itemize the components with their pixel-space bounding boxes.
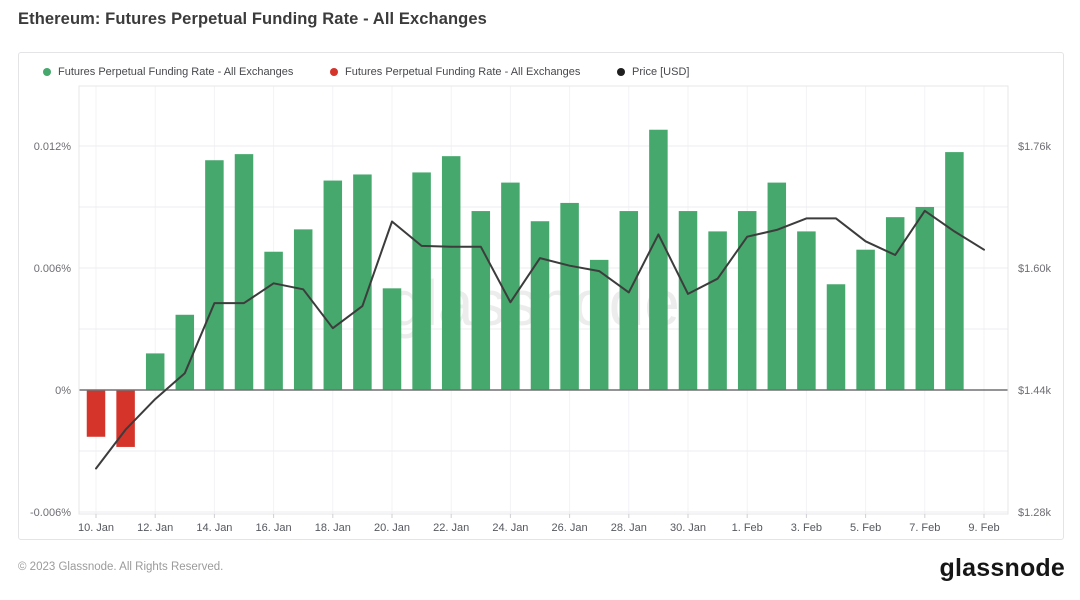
funding-bar-3. Feb[interactable] — [797, 231, 816, 390]
funding-bar-7. Feb[interactable] — [915, 207, 935, 390]
funding-bar-14. Jan[interactable] — [205, 160, 224, 390]
funding-bar-31. Jan[interactable] — [708, 231, 727, 390]
funding-bar-28. Jan[interactable] — [619, 211, 639, 390]
funding-bar-11. Jan[interactable] — [116, 390, 135, 447]
x-tick-label: 28. Jan — [611, 522, 647, 534]
funding-bar-17. Jan[interactable] — [293, 229, 313, 390]
x-tick-label: 20. Jan — [374, 522, 410, 534]
legend-dot-funding-negative — [330, 68, 338, 76]
funding-bar-6. Feb[interactable] — [885, 217, 905, 390]
funding-bar-1. Feb[interactable] — [737, 211, 757, 390]
footer-copyright: © 2023 Glassnode. All Rights Reserved. — [18, 561, 224, 573]
x-tick-label: 12. Jan — [137, 522, 173, 534]
legend-label: Futures Perpetual Funding Rate - All Exc… — [345, 66, 581, 78]
funding-bar-13. Jan[interactable] — [175, 314, 195, 390]
funding-bar-21. Jan[interactable] — [412, 172, 431, 390]
x-tick-label: 26. Jan — [552, 522, 588, 534]
plot-border — [78, 85, 1009, 515]
right-axis-label: $1.28k — [1018, 507, 1052, 519]
funding-bar-24. Jan[interactable] — [501, 182, 520, 390]
funding-bar-26. Jan[interactable] — [560, 202, 579, 390]
funding-bar-2. Feb[interactable] — [767, 182, 787, 390]
x-tick-label: 14. Jan — [196, 522, 232, 534]
legend-dot-price — [617, 68, 625, 76]
x-tick-label: 18. Jan — [315, 522, 351, 534]
funding-bar-22. Jan[interactable] — [441, 156, 461, 390]
x-tick-label: 30. Jan — [670, 522, 706, 534]
legend-item-funding-positive[interactable]: Futures Perpetual Funding Rate - All Exc… — [43, 66, 293, 78]
left-axis-label: 0% — [55, 385, 71, 397]
x-tick-label: 9. Feb — [968, 522, 999, 534]
x-tick-label: 1. Feb — [732, 522, 763, 534]
funding-bar-27. Jan[interactable] — [589, 259, 609, 390]
x-tick-label: 16. Jan — [256, 522, 292, 534]
right-axis-label: $1.44k — [1018, 385, 1052, 397]
x-tick-label: 5. Feb — [850, 522, 881, 534]
left-axis-label: 0.012% — [34, 141, 72, 153]
x-tick-label: 3. Feb — [791, 522, 822, 534]
funding-bar-30. Jan[interactable] — [678, 211, 698, 390]
funding-bar-16. Jan[interactable] — [264, 251, 283, 390]
right-axis-label: $1.76k — [1018, 141, 1052, 153]
funding-bar-15. Jan[interactable] — [234, 154, 254, 390]
funding-bar-4. Feb[interactable] — [826, 284, 846, 390]
funding-bar-5. Feb[interactable] — [856, 249, 875, 390]
legend: Futures Perpetual Funding Rate - All Exc… — [19, 53, 1063, 85]
legend-label: Futures Perpetual Funding Rate - All Exc… — [58, 66, 294, 78]
left-axis-label: 0.006% — [34, 263, 72, 275]
funding-bar-25. Jan[interactable] — [530, 221, 550, 390]
funding-bar-18. Jan[interactable] — [323, 180, 343, 390]
funding-bar-19. Jan[interactable] — [353, 174, 372, 390]
x-tick-label: 22. Jan — [433, 522, 469, 534]
funding-bar-23. Jan[interactable] — [471, 211, 491, 390]
funding-bar-29. Jan[interactable] — [649, 129, 668, 390]
legend-item-price[interactable]: Price [USD] — [617, 66, 689, 78]
left-axis-label: -0.006% — [30, 507, 71, 519]
funding-bar-8. Feb[interactable] — [945, 152, 964, 390]
x-tick-label: 10. Jan — [78, 522, 114, 534]
funding-bar-10. Jan[interactable] — [86, 390, 106, 437]
price-line[interactable] — [95, 209, 985, 470]
glassnode-logo: glassnode — [939, 554, 1065, 582]
legend-label: Price [USD] — [632, 66, 690, 78]
x-tick-label: 24. Jan — [492, 522, 528, 534]
legend-dot-funding-positive — [43, 68, 51, 76]
right-axis-label: $1.60k — [1018, 263, 1052, 275]
funding-bar-12. Jan[interactable] — [145, 353, 165, 390]
x-tick-label: 7. Feb — [909, 522, 940, 534]
funding-bar-20. Jan[interactable] — [382, 288, 402, 390]
legend-item-funding-negative[interactable]: Futures Perpetual Funding Rate - All Exc… — [330, 66, 580, 78]
page-title: Ethereum: Futures Perpetual Funding Rate… — [18, 10, 487, 28]
